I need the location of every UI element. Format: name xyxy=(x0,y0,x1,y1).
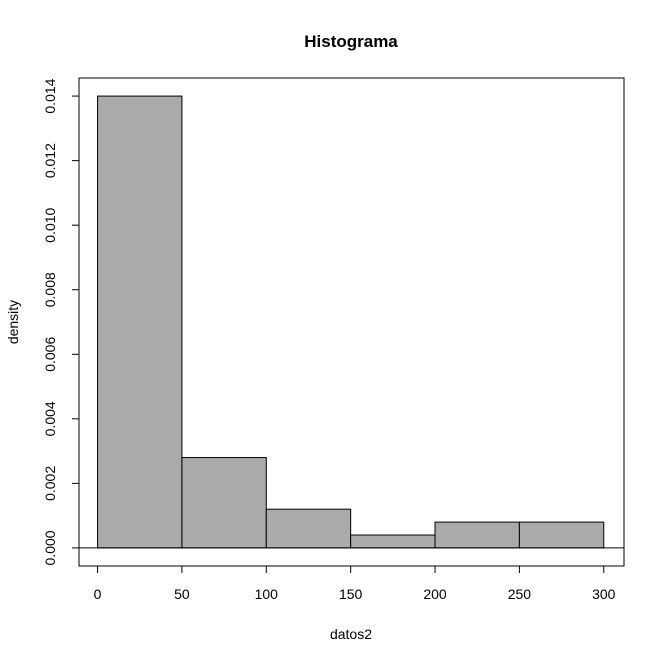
y-tick-label-0: 0.000 xyxy=(42,530,58,565)
x-axis-label: datos2 xyxy=(330,626,372,642)
x-tick-label-4: 200 xyxy=(423,586,447,602)
histogram-bar-1 xyxy=(181,457,267,549)
x-tick-label-3: 150 xyxy=(339,586,363,602)
x-tick-label-1: 50 xyxy=(174,586,190,602)
histogram-bar-0 xyxy=(97,95,183,549)
y-tick-label-6: 0.012 xyxy=(42,143,58,178)
chart-title: Histograma xyxy=(304,32,398,51)
x-tick-label-0: 0 xyxy=(94,586,102,602)
histogram-bar-4 xyxy=(434,521,520,549)
x-tick-label-6: 300 xyxy=(592,586,616,602)
y-tick-label-3: 0.006 xyxy=(42,337,58,372)
y-tick-label-4: 0.008 xyxy=(42,272,58,307)
y-tick-label-7: 0.014 xyxy=(42,78,58,113)
x-tick-label-5: 250 xyxy=(508,586,532,602)
y-axis: 0.000 0.002 0.004 0.006 0.008 0.010 0.012 0.014 xyxy=(42,78,80,565)
histogram-bars xyxy=(97,95,605,549)
histogram-bar-2 xyxy=(265,508,352,549)
x-axis: 0 50 100 150 200 250 300 xyxy=(94,565,616,602)
y-tick-label-1: 0.002 xyxy=(42,466,58,501)
y-tick-label-5: 0.010 xyxy=(42,207,58,242)
y-axis-label: density xyxy=(5,300,21,344)
histogram-bar-5 xyxy=(518,521,605,549)
x-tick-label-2: 100 xyxy=(255,586,279,602)
y-tick-label-2: 0.004 xyxy=(42,401,58,436)
histogram-bar-3 xyxy=(350,534,436,549)
